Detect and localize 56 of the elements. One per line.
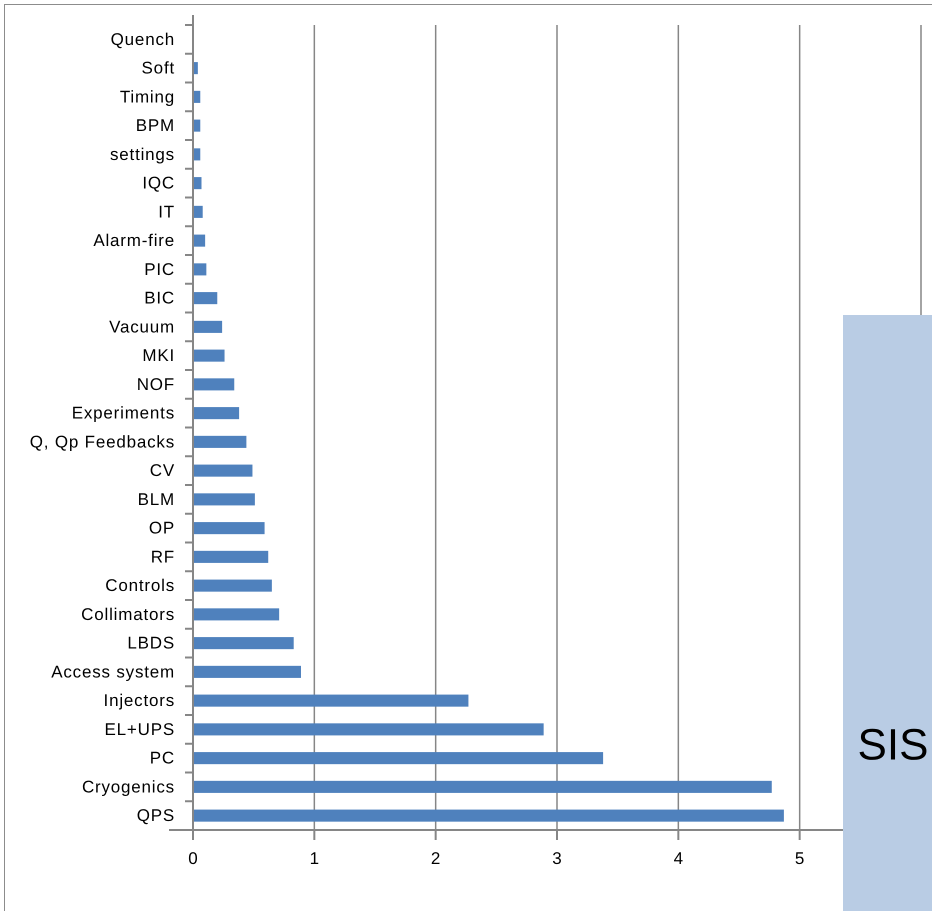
- x-tick-label: 3: [552, 849, 562, 868]
- y-tick-label: Injectors: [104, 691, 175, 710]
- x-tick-label: 4: [674, 849, 684, 868]
- y-tick-label: Controls: [105, 576, 175, 596]
- bar: [193, 550, 268, 563]
- y-tick-label: RF: [150, 547, 175, 566]
- bar: [193, 580, 272, 592]
- bar: [193, 493, 255, 506]
- y-tick-label: PIC: [144, 260, 175, 279]
- y-tick-label: settings: [110, 144, 175, 164]
- y-tick-label: LBDS: [127, 634, 175, 653]
- y-tick-label: Quench: [110, 30, 175, 49]
- y-tick-label: IQC: [142, 174, 175, 193]
- bar: [193, 723, 544, 736]
- bar: [193, 350, 225, 362]
- bar: [193, 810, 784, 822]
- bar: [193, 234, 206, 247]
- y-tick-label: CV: [150, 461, 175, 480]
- bar: [193, 780, 772, 793]
- y-tick-label: OP: [148, 518, 175, 538]
- x-tick-label: 5: [794, 849, 804, 868]
- y-tick-label: BLM: [138, 490, 175, 509]
- bar: [193, 320, 222, 333]
- annotation: SIS: [858, 720, 928, 770]
- bar: [193, 263, 206, 276]
- y-tick-label: Timing: [120, 87, 175, 106]
- y-tick-label: IT: [158, 202, 175, 222]
- y-tick-label: Q, Qp Feedbacks: [30, 432, 175, 452]
- y-tick-label: Access system: [51, 662, 175, 682]
- bar: [193, 407, 240, 420]
- y-tick-label: Soft: [142, 58, 175, 78]
- y-tick-label: Collimators: [81, 604, 175, 624]
- bar: [193, 378, 234, 390]
- y-tick-label: EL+UPS: [104, 720, 175, 739]
- x-tick-label: 1: [310, 849, 320, 868]
- bar: [193, 694, 468, 707]
- bar: [193, 292, 218, 304]
- y-tick-label: Cryogenics: [82, 777, 175, 796]
- y-tick-label: BIC: [144, 288, 175, 308]
- bar: [193, 637, 294, 650]
- y-tick-label: Experiments: [72, 404, 175, 423]
- y-tick-label: PC: [150, 748, 175, 768]
- y-tick-label: QPS: [136, 806, 175, 826]
- y-tick-label: Vacuum: [109, 317, 175, 336]
- x-tick-label: 2: [430, 849, 440, 868]
- y-tick-label: NOF: [136, 374, 175, 394]
- y-tick-label: BPM: [136, 116, 175, 136]
- bar: [193, 608, 280, 620]
- bar: [193, 752, 604, 764]
- bar: [193, 464, 252, 477]
- y-tick-label: Alarm-fire: [93, 231, 175, 250]
- bar: [193, 436, 246, 448]
- y-tick-label: MKI: [142, 346, 175, 366]
- bar: [193, 522, 265, 534]
- x-tick-label: 0: [188, 849, 198, 868]
- bar: [193, 666, 301, 678]
